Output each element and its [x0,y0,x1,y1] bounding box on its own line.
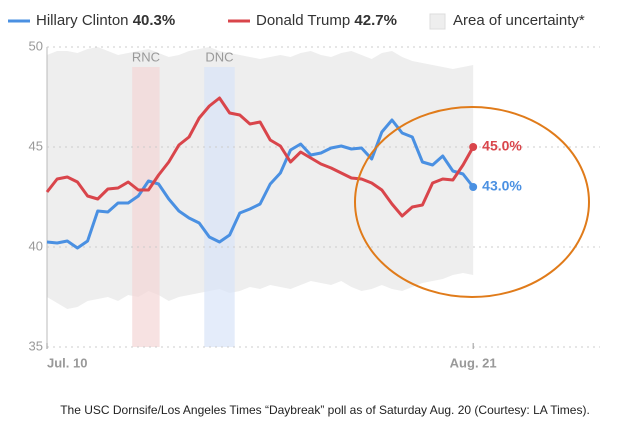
end-point [469,183,478,191]
lines-layer [45,96,478,250]
y-tick-label: 45 [29,138,43,153]
series-line [45,96,475,218]
event-band [204,67,235,347]
event-band [132,67,160,347]
event-label: RNC [132,49,160,64]
legend-entry: Hillary Clinton 40.3% [36,12,175,29]
end-label: 43.0% [482,178,522,194]
legend-value: 40.3% [133,12,176,29]
legend-entry: Donald Trump 42.7% [256,12,397,29]
legend-name: Donald Trump [256,12,350,29]
y-tick-label: 40 [29,238,43,253]
grid-layer [46,46,600,349]
end-label: 45.0% [482,138,522,154]
highlight-circle [354,106,590,298]
legend-entry: Area of uncertainty* [453,12,585,29]
legend-value: 42.7% [354,12,397,29]
x-tick-label: Jul. 10 [47,355,87,370]
event-label: DNC [205,49,233,64]
end-point [469,143,478,151]
band-layer [47,47,474,347]
y-tick-label: 50 [29,38,43,53]
caption: The USC Dornsife/Los Angeles Times “Dayb… [60,403,590,417]
uncertainty-area [47,47,474,309]
legend-name: Hillary Clinton [36,12,129,29]
y-tick-label: 35 [29,338,43,353]
legend-swatch [429,13,446,30]
x-tick-label: Aug. 21 [450,355,497,370]
series-line [46,118,475,250]
text-layer: RNC DNC 35 40 45 50 Jul. 10 Aug. 21 43.0% 45.0% Hi… [8,12,585,370]
